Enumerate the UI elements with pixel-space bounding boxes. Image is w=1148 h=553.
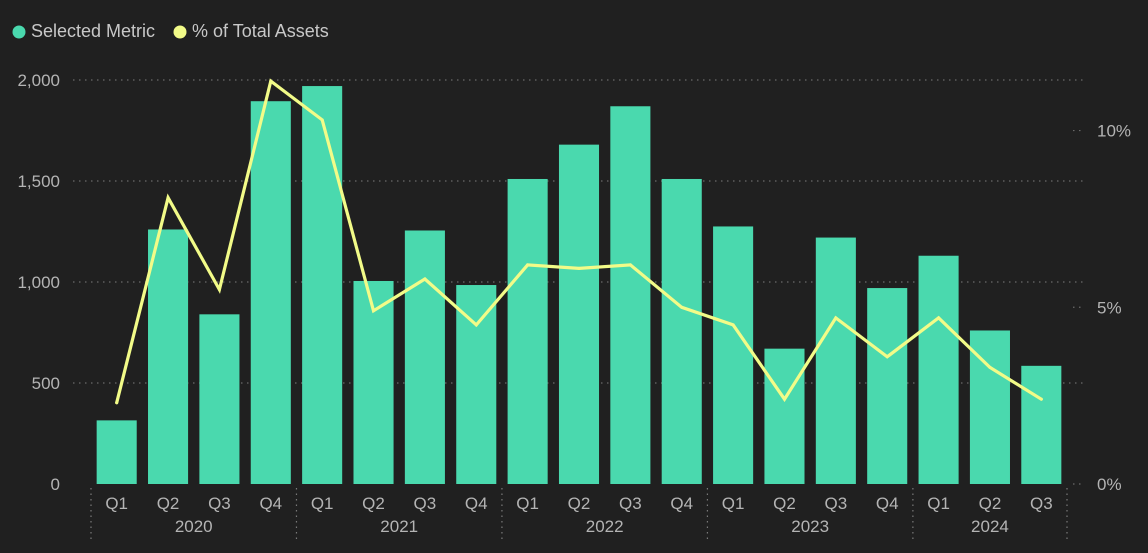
x-axis-year-label: 2023 [791,517,829,536]
bar[interactable] [713,226,754,484]
line-point[interactable] [988,365,992,369]
x-axis-year-label: 2021 [380,517,418,536]
x-axis-quarter-label: Q1 [927,494,950,513]
x-axis-quarter-label: Q3 [619,494,642,513]
line-point[interactable] [577,266,581,270]
line-point[interactable] [885,355,889,359]
x-axis-quarter-label: Q2 [979,494,1002,513]
line-point[interactable] [166,196,170,200]
legend-marker-selected-metric [12,25,26,39]
x-axis-quarter-label: Q3 [414,494,437,513]
bar[interactable] [404,230,445,484]
x-axis-quarter-label: Q4 [876,494,899,513]
gridlines [73,79,1085,485]
bar[interactable] [353,280,394,484]
legend-label-of-total-assets: % of Total Assets [192,21,329,41]
line-point[interactable] [474,323,478,327]
bar-series [96,86,1062,485]
legend-label-selected-metric: Selected Metric [31,21,155,41]
x-axis-quarter-label: Q4 [465,494,488,513]
bar[interactable] [610,106,651,484]
line-point[interactable] [1039,397,1043,401]
bar[interactable] [867,288,908,484]
line-point[interactable] [217,288,221,292]
line-point[interactable] [423,277,427,281]
line-point[interactable] [320,118,324,122]
line-series [115,78,1043,405]
x-axis-quarter-label: Q3 [1030,494,1053,513]
x-axis-quarter-label: Q4 [259,494,282,513]
right-axis-tick-label: 5% [1097,298,1122,317]
x-axis-year-label: 2020 [175,517,213,536]
x-axis-quarter-label: Q2 [157,494,180,513]
x-axis-quarter-label: Q1 [311,494,334,513]
bar[interactable] [96,420,137,484]
bar[interactable] [661,178,702,485]
bar[interactable] [1021,365,1062,484]
x-axis-quarter-label: Q3 [208,494,231,513]
x-axis-quarter-label: Q2 [362,494,385,513]
bar[interactable] [558,144,600,484]
bar[interactable] [302,86,343,484]
line-point[interactable] [115,401,119,405]
line-point[interactable] [628,263,632,267]
x-axis-quarter-label: Q3 [824,494,847,513]
bar[interactable] [199,314,240,484]
left-axis-tick-label: 500 [32,374,60,393]
line-point[interactable] [372,309,376,313]
left-axis-tick-label: 1,000 [17,273,60,292]
x-axis-quarter-label: Q1 [105,494,128,513]
bar[interactable] [815,237,856,484]
x-axis-year-label: 2022 [586,517,624,536]
line-point[interactable] [269,79,273,83]
line-point[interactable] [782,397,786,401]
legend: Selected Metric % of Total Assets [12,21,329,41]
line-point[interactable] [731,323,735,327]
x-axis-quarter-label: Q2 [568,494,591,513]
line-point[interactable] [834,316,838,320]
right-axis-tick-label: 10% [1097,122,1131,141]
left-axis-tick-label: 1,500 [17,172,60,191]
legend-marker-of-total-assets [173,25,187,39]
line-point[interactable] [526,263,530,267]
left-axis-tick-label: 0 [51,475,60,494]
bar[interactable] [918,255,959,484]
axes: 0 500 1,000 1,500 2,000 0% 5% 10% Q1 Q2 Q3 Q4 Q1 Q2 Q3… [17,71,1131,540]
left-axis-tick-label: 2,000 [17,71,60,90]
x-axis-quarter-label: Q1 [516,494,539,513]
right-axis-tick-label: 0% [1097,475,1122,494]
line-point[interactable] [680,305,684,309]
bar[interactable] [507,178,548,485]
x-axis-quarter-label: Q2 [773,494,796,513]
line-point[interactable] [937,316,941,320]
bar[interactable] [764,348,805,484]
bar[interactable] [456,285,497,484]
x-axis-year-label: 2024 [971,517,1009,536]
x-axis-quarter-label: Q1 [722,494,745,513]
bar[interactable] [148,229,189,484]
x-axis-quarter-label: Q4 [670,494,693,513]
bar[interactable] [250,101,291,485]
